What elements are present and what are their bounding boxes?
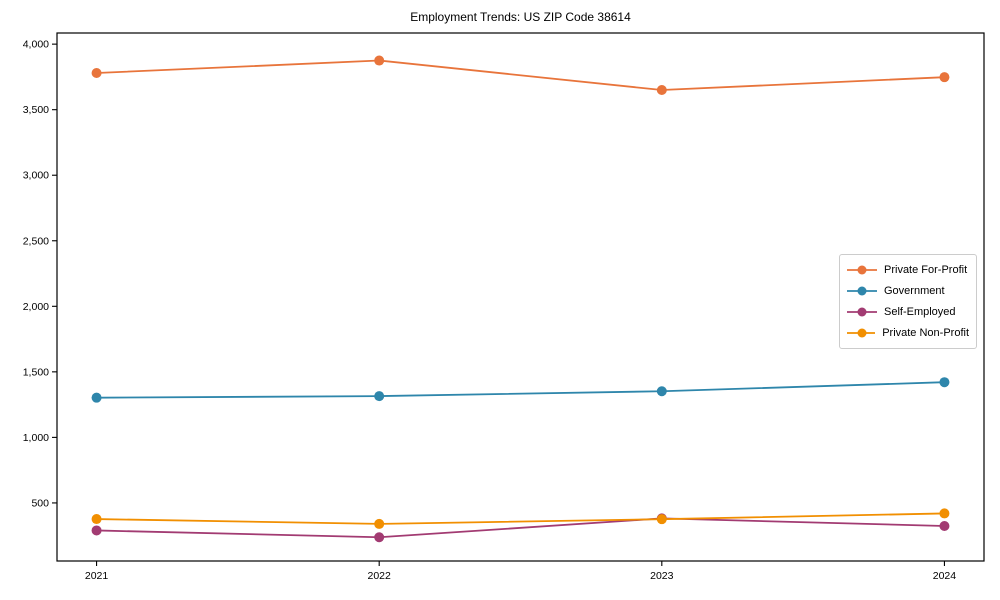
y-tick-label: 2,000	[23, 301, 49, 313]
legend-label: Private Non-Profit	[882, 327, 969, 339]
data-point-marker	[91, 67, 102, 78]
legend-label: Government	[884, 285, 945, 297]
y-tick-label: 1,500	[23, 366, 49, 378]
data-point-marker	[656, 85, 667, 96]
series-line-private-non-profit	[95, 512, 946, 525]
legend-label: Private For-Profit	[884, 264, 968, 276]
y-tick-label: 500	[31, 497, 49, 509]
legend-line-marker-icon	[847, 328, 876, 338]
series-line-self-employed	[95, 517, 946, 539]
data-point-marker	[939, 508, 950, 519]
legend-line-marker-icon	[847, 307, 877, 317]
legend-label: Self-Employed	[884, 306, 956, 318]
x-tick-label: 2021	[85, 570, 109, 582]
y-tick-label: 3,000	[23, 170, 49, 182]
data-point-marker	[656, 514, 667, 525]
series-line-government	[95, 381, 946, 399]
data-point-marker	[656, 386, 667, 397]
axes-frame	[56, 32, 985, 562]
y-tick-label: 2,500	[23, 235, 49, 247]
legend-item-private-for-profit: Private For-Profit	[847, 261, 969, 279]
data-point-marker	[939, 377, 950, 388]
x-tick-label: 2024	[933, 570, 957, 582]
x-tick-label: 2022	[368, 570, 392, 582]
data-point-marker	[374, 518, 385, 529]
legend-item-self-employed: Self-Employed	[847, 303, 969, 321]
data-point-marker	[939, 72, 950, 83]
legend-item-private-non-profit: Private Non-Profit	[847, 324, 969, 342]
data-point-marker	[374, 532, 385, 543]
x-tick-label: 2023	[650, 570, 674, 582]
legend-item-government: Government	[847, 282, 969, 300]
data-point-marker	[939, 521, 950, 532]
chart-title: Employment Trends: US ZIP Code 38614	[410, 10, 631, 24]
data-point-marker	[91, 525, 102, 536]
data-point-marker	[91, 514, 102, 525]
y-tick-label: 4,000	[23, 39, 49, 51]
legend-line-marker-icon	[847, 286, 877, 296]
data-point-marker	[91, 392, 102, 403]
y-tick-label: 3,500	[23, 104, 49, 116]
data-point-marker	[374, 391, 385, 402]
legend-line-marker-icon	[847, 265, 877, 275]
legend: Private For-Profit Government Self-Employe…	[839, 254, 977, 349]
data-point-marker	[374, 55, 385, 66]
series-line-private-for-profit	[95, 59, 946, 91]
y-tick-label: 1,000	[23, 432, 49, 444]
